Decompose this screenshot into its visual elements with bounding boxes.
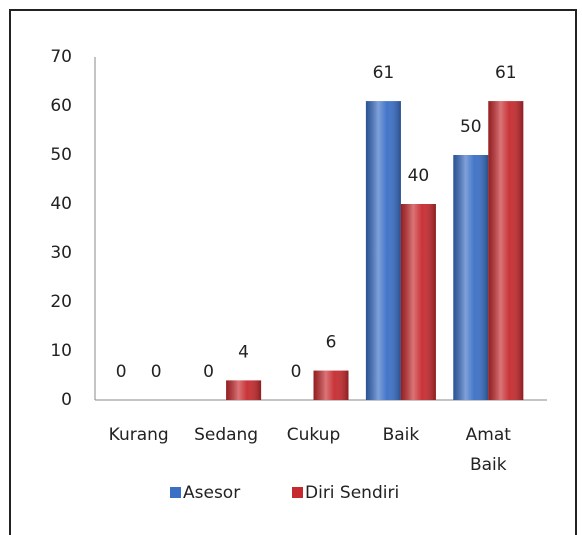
bar-shine (453, 155, 489, 400)
bar-shine (226, 380, 262, 400)
frame (9, 9, 577, 535)
legend-swatch (170, 487, 181, 498)
data-label: 0 (291, 362, 302, 382)
data-label: 50 (460, 117, 482, 137)
x-tick-label: Amat Baik (465, 425, 511, 475)
x-tick-label: Kurang (108, 425, 169, 445)
bar-shine (365, 101, 401, 400)
y-tick-label: 70 (50, 47, 72, 67)
y-tick-label: 40 (50, 194, 72, 214)
data-label: 0 (151, 362, 162, 382)
bar-shine (313, 370, 349, 400)
data-label: 40 (408, 166, 430, 186)
y-tick-label: 0 (61, 390, 72, 410)
data-label: 0 (116, 362, 127, 382)
data-label: 4 (238, 342, 249, 362)
bar-shine (488, 101, 524, 400)
y-tick-label: 50 (50, 145, 72, 165)
y-tick-label: 30 (50, 243, 72, 263)
y-tick-label: 20 (50, 292, 72, 312)
bar-shine (400, 204, 436, 400)
data-label: 6 (326, 333, 337, 353)
x-tick-label: Baik (382, 425, 420, 445)
x-tick-label: Cukup (286, 425, 341, 445)
data-label: 0 (203, 362, 214, 382)
y-tick-label: 10 (50, 341, 72, 361)
y-tick-label: 60 (50, 96, 72, 116)
x-tick-label: Sedang (194, 425, 259, 445)
data-label: 61 (495, 63, 517, 83)
legend-swatch (292, 487, 303, 498)
legend-label: Asesor (183, 483, 240, 503)
legend-label: Diri Sendiri (305, 483, 399, 503)
data-label: 61 (373, 63, 395, 83)
